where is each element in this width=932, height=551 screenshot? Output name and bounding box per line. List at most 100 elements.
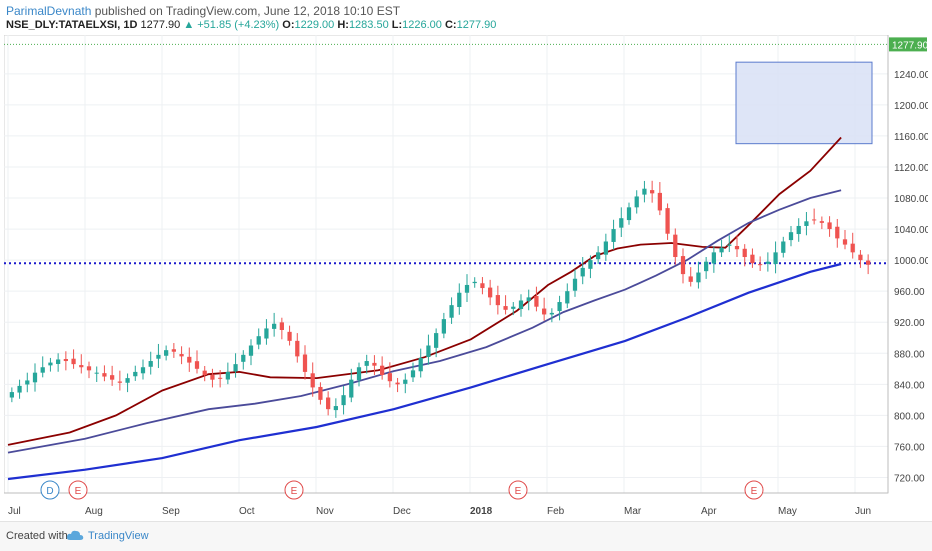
x-tick-label: Jun (855, 506, 871, 517)
event-marker-label: E (75, 486, 82, 497)
candle-body (603, 241, 608, 255)
candle-body (495, 295, 500, 306)
candle-body (611, 229, 616, 242)
tradingview-cloud-icon (66, 530, 84, 540)
candle-body (819, 221, 824, 223)
candle-body (457, 292, 462, 308)
y-tick-label: 1240.00 (894, 70, 928, 81)
x-tick-label: May (778, 506, 797, 517)
candle-body (194, 361, 200, 369)
candle-body (688, 276, 693, 282)
candle-body (410, 370, 416, 378)
candle-body (426, 345, 431, 357)
x-tick-label: Aug (85, 506, 103, 517)
candle-body (418, 357, 423, 372)
candle-body (580, 267, 585, 277)
last-price: 1277.90 (140, 19, 181, 31)
tradingview-brand-link[interactable]: TradingView (88, 530, 149, 542)
candle-body (788, 232, 794, 241)
candle-body (503, 306, 508, 310)
y-tick-label: 1200.00 (894, 101, 928, 112)
earnings-marker (68, 480, 88, 500)
candle-body (518, 300, 524, 310)
candle-body (441, 319, 446, 334)
candle-body (17, 385, 22, 393)
candle-body (434, 333, 439, 348)
x-tick-label: Dec (393, 506, 411, 517)
candle-body (241, 354, 246, 362)
candle-body (642, 188, 647, 195)
earnings-marker (744, 480, 764, 500)
candle-body (734, 245, 740, 250)
moving-average-mid (7, 189, 842, 454)
candle-body (850, 243, 855, 253)
candle-body (773, 252, 778, 264)
candle-body (171, 349, 176, 352)
candle-body (187, 356, 192, 363)
candle-body (557, 302, 562, 312)
candle-body (318, 386, 323, 400)
chart-area[interactable]: 1240.00 1200.00 1160.00 1120.00 1080.00 1040.… (3, 34, 931, 519)
open-value: 1229.00 (294, 19, 335, 31)
candle-body (79, 365, 84, 368)
y-tick-label: 1040.00 (894, 225, 928, 236)
candle-body (32, 372, 38, 383)
event-marker-label: D (46, 486, 53, 497)
candle-body (750, 254, 755, 264)
candle-body (279, 322, 284, 330)
price-change: ▲ +51.85 (+4.23%) (183, 19, 280, 31)
author-link[interactable]: ParimalDevnath (6, 4, 92, 18)
candle-body (596, 252, 601, 260)
publish-line: ParimalDevnath published on TradingView.… (6, 4, 400, 18)
symbol-line: NSE_DLY:TATAELXSI, 1D 1277.90 ▲ +51.85 (… (6, 19, 496, 31)
candle-body (86, 366, 92, 371)
candle-body (804, 221, 809, 226)
x-tick-label: Feb (547, 506, 565, 517)
candle-body (835, 226, 840, 239)
candle-body (256, 336, 261, 345)
x-tick-label: 2018 (470, 506, 493, 517)
candle-body (372, 362, 377, 366)
candle-body (326, 397, 331, 410)
dividend-marker (40, 480, 60, 500)
candle-body (40, 367, 45, 373)
candle-body (827, 222, 832, 230)
price-chart[interactable]: 1240.00 1200.00 1160.00 1120.00 1080.00 1040.… (3, 34, 931, 519)
y-tick-label: 840.00 (894, 380, 925, 391)
candle-body (511, 306, 516, 309)
candle-body (449, 305, 454, 318)
candle-body (218, 377, 223, 379)
footer: Created with TradingView (0, 521, 932, 551)
high-label: H: (337, 19, 349, 31)
candle-body (302, 354, 308, 372)
created-with-text: Created with (6, 530, 68, 542)
candle-body (140, 367, 146, 374)
candle-body (9, 392, 14, 398)
candle-body (233, 364, 238, 372)
consolidation-box (735, 61, 873, 145)
candle-body (25, 380, 30, 385)
high-value: 1283.50 (348, 19, 389, 31)
candle-body (472, 281, 477, 284)
close-value: 1277.90 (456, 19, 497, 31)
candle-body (403, 379, 408, 384)
x-tick-label: Jul (8, 506, 21, 517)
candle-body (480, 283, 485, 289)
candle-body (765, 261, 770, 264)
candle-body (310, 373, 315, 388)
candle-body (287, 331, 292, 341)
candle-body (464, 284, 470, 293)
candle-body (272, 323, 277, 329)
candle-body (534, 295, 539, 307)
low-label: L: (391, 19, 403, 31)
candle-body (117, 381, 122, 383)
symbol-label: NSE_DLY:TATAELXSI, 1D (6, 19, 138, 31)
candle-body (387, 373, 392, 382)
y-tick-label: 760.00 (894, 442, 925, 453)
candle-body (696, 272, 701, 283)
last-price-tag (889, 37, 927, 52)
close-label: C: (444, 19, 457, 31)
candle-body (488, 287, 493, 298)
candle-body (225, 371, 230, 380)
candle-body (164, 350, 169, 356)
